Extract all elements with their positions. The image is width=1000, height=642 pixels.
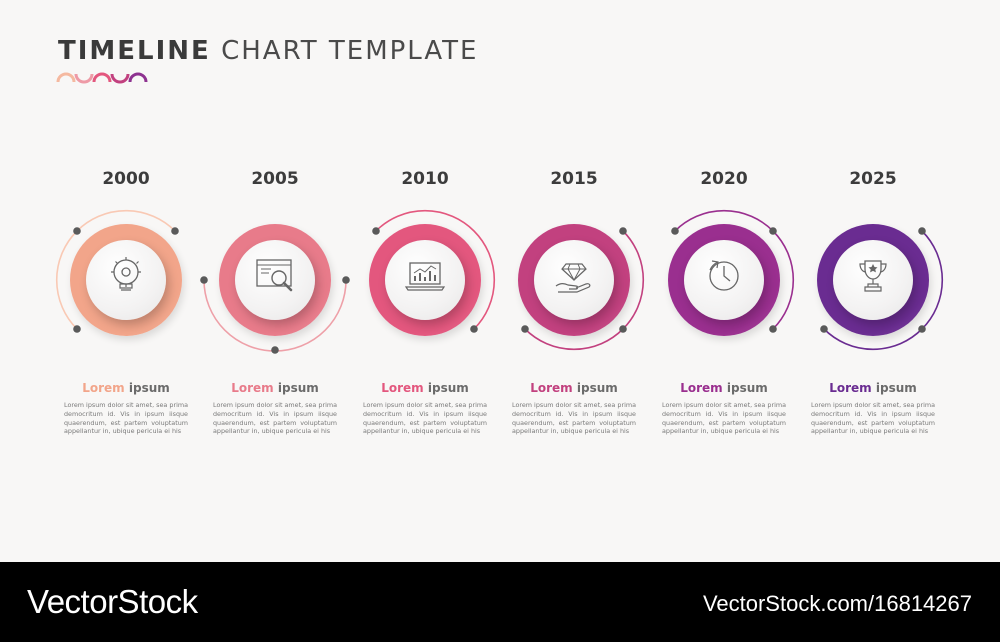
heading-rest: ipsum bbox=[128, 381, 170, 395]
heading-rest: ipsum bbox=[576, 381, 618, 395]
footer-bar bbox=[0, 562, 1000, 642]
title-light: CHART TEMPLATE bbox=[221, 36, 479, 66]
timeline-step-2000: 2000 Lorem ipsum Lorem ipsum dolor sit ame… bbox=[51, 0, 201, 560]
brand-logo: VectorStock bbox=[27, 583, 198, 620]
connector-dot bbox=[470, 325, 478, 333]
connector-dot bbox=[521, 325, 529, 333]
step-heading: Lorem ipsum bbox=[200, 381, 350, 395]
lightbulb-gear-icon bbox=[111, 257, 141, 291]
trophy-icon bbox=[859, 260, 887, 292]
heading-accent: Lorem bbox=[829, 381, 872, 395]
year-label: 2005 bbox=[251, 169, 299, 189]
ring-arc bbox=[375, 209, 496, 330]
connector-dot bbox=[171, 227, 179, 235]
year-label: 2015 bbox=[550, 169, 598, 189]
timeline-ring bbox=[372, 209, 496, 333]
year-label: 2020 bbox=[700, 169, 748, 189]
heading-rest: ipsum bbox=[726, 381, 768, 395]
connector-dot bbox=[918, 227, 926, 235]
step-description: Lorem ipsum dolor sit amet, sea prima de… bbox=[662, 401, 786, 436]
image-url: VectorStock.com/16814267 bbox=[702, 591, 972, 616]
step-heading: Lorem ipsum bbox=[798, 381, 948, 395]
step-heading: Lorem ipsum bbox=[350, 381, 500, 395]
connector-dot bbox=[619, 325, 627, 333]
step-description: Lorem ipsum dolor sit amet, sea prima de… bbox=[64, 401, 188, 436]
timeline-ring bbox=[200, 276, 350, 354]
year-label: 2010 bbox=[401, 169, 449, 189]
timeline-step-2020: 2020 Lorem ipsum Lorem ipsum dolor sit ame… bbox=[649, 0, 799, 560]
laptop-chart-icon bbox=[404, 262, 446, 291]
connector-dot bbox=[372, 227, 380, 235]
connector-dot bbox=[769, 227, 777, 235]
heading-rest: ipsum bbox=[427, 381, 469, 395]
connector-dot bbox=[619, 227, 627, 235]
step-description: Lorem ipsum dolor sit amet, sea prima de… bbox=[811, 401, 935, 436]
title-bold: TIMELINE bbox=[58, 36, 211, 66]
diamond-hand-icon bbox=[555, 263, 591, 293]
step-description: Lorem ipsum dolor sit amet, sea prima de… bbox=[363, 401, 487, 436]
connector-dot bbox=[820, 325, 828, 333]
heading-accent: Lorem bbox=[381, 381, 424, 395]
year-label: 2025 bbox=[849, 169, 897, 189]
timeline-step-2015: 2015 Lorem ipsum Lorem ipsum dolor sit ame… bbox=[499, 0, 649, 560]
heading-rest: ipsum bbox=[875, 381, 917, 395]
step-description: Lorem ipsum dolor sit amet, sea prima de… bbox=[512, 401, 636, 436]
timeline-ring bbox=[55, 209, 179, 333]
page-title: TIMELINE CHART TEMPLATE bbox=[58, 36, 478, 66]
heading-accent: Lorem bbox=[231, 381, 274, 395]
timeline-step-2025: 2025 Lorem ipsum Lorem ipsum dolor sit ame… bbox=[798, 0, 948, 560]
step-heading: Lorem ipsum bbox=[51, 381, 201, 395]
timeline-step-2005: 2005 Lorem ipsum Lorem ipsum dolor sit ame… bbox=[200, 0, 350, 560]
icon-badge bbox=[235, 240, 315, 320]
heading-rest: ipsum bbox=[277, 381, 319, 395]
connector-dot bbox=[73, 227, 81, 235]
year-label: 2000 bbox=[102, 169, 150, 189]
clock-icon bbox=[709, 260, 739, 291]
connector-dot bbox=[271, 346, 279, 354]
connector-dot bbox=[769, 325, 777, 333]
timeline-step-2010: 2010 Lorem ipsum Lorem ipsum dolor sit ame… bbox=[350, 0, 500, 560]
connector-dot bbox=[918, 325, 926, 333]
heading-accent: Lorem bbox=[680, 381, 723, 395]
connector-dot bbox=[200, 276, 208, 284]
icon-badge bbox=[684, 240, 764, 320]
decorative-waves bbox=[56, 72, 148, 84]
heading-accent: Lorem bbox=[530, 381, 573, 395]
step-heading: Lorem ipsum bbox=[649, 381, 799, 395]
connector-dot bbox=[342, 276, 350, 284]
connector-dot bbox=[73, 325, 81, 333]
step-description: Lorem ipsum dolor sit amet, sea prima de… bbox=[213, 401, 337, 436]
icon-badge bbox=[86, 240, 166, 320]
timeline-ring bbox=[521, 227, 645, 351]
heading-accent: Lorem bbox=[82, 381, 125, 395]
browser-magnifier-icon bbox=[256, 259, 293, 292]
timeline-ring bbox=[820, 227, 944, 351]
connector-dot bbox=[671, 227, 679, 235]
timeline-ring bbox=[671, 209, 795, 333]
step-heading: Lorem ipsum bbox=[499, 381, 649, 395]
